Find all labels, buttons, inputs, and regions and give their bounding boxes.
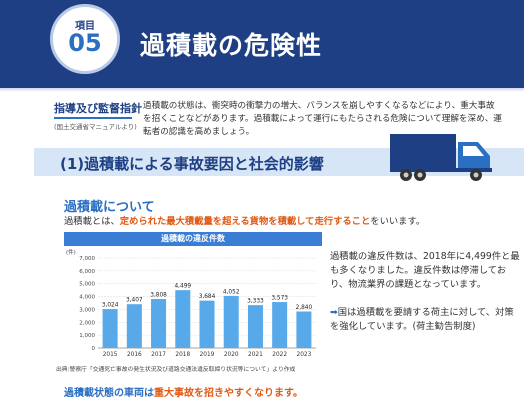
bottom-statement: 過積載状態の車両は重大事故を招きやすくなります。 — [64, 384, 303, 399]
note-bullet-text: 国は過積載を要請する荷主に対して、対策を強化しています。(荷主勧告制度) — [330, 307, 514, 332]
guideline-text: 過積載の状態は、衝突時の衝撃力の増大、バランスを崩しやすくなるなどにより、重大事… — [143, 101, 502, 137]
x-tick-label: 2020 — [224, 352, 239, 358]
bar-value-label: 3,808 — [150, 293, 167, 299]
definition-text: 過積載とは、定められた最大積載量を超える貨物を積載して走行することをいいます。 — [64, 213, 425, 227]
bar — [296, 311, 312, 348]
truck-icon — [390, 134, 492, 181]
bar-value-label: 4,052 — [223, 289, 240, 295]
bar-value-label: 2,840 — [296, 305, 313, 311]
bar — [272, 302, 288, 348]
definition-heading: 過積載について — [64, 200, 155, 215]
bar — [199, 300, 215, 348]
bar-value-label: 3,573 — [271, 296, 288, 302]
section-title: (1)過積載による事故要因と社会的影響 — [60, 155, 324, 173]
x-tick-label: 2018 — [175, 352, 190, 358]
bar — [223, 295, 239, 348]
definition-suffix: をいいます。 — [370, 216, 426, 227]
page-title: 過積載の危険性 — [140, 31, 323, 60]
badge-label: 項目 — [75, 21, 95, 32]
bar-value-label: 3,333 — [247, 299, 264, 305]
bar — [247, 305, 263, 348]
definition-prefix: 過積載とは、 — [64, 216, 120, 227]
bar — [126, 304, 142, 348]
badge-number: 05 — [68, 29, 102, 57]
y-tick-label: 1,000 — [79, 333, 95, 339]
bottom-emphasis: 重大事故を招きやすくなります。 — [154, 388, 303, 399]
bar — [175, 290, 191, 348]
guideline-title: 指導及び監督指針 — [54, 100, 142, 119]
x-tick-label: 2021 — [248, 352, 263, 358]
x-tick-label: 2017 — [151, 352, 166, 358]
bar-value-label: 3,407 — [126, 298, 143, 304]
violation-bar-chart: (件) 0 1,000 2,000 3,000 4,000 5,000 6,000 7,000 3… — [66, 248, 316, 358]
arrow-icon: ➡ — [330, 307, 338, 318]
y-tick-label: 5,000 — [79, 282, 95, 288]
x-tick-label: 2023 — [297, 352, 312, 358]
guideline-subtitle: (国土交通省マニュアルより) — [54, 123, 137, 131]
definition-emphasis: 定められた最大積載量を超える貨物を積載して走行すること — [119, 216, 371, 227]
header-divider — [0, 88, 524, 92]
chart-source: 出典:警察庁「交通死亡事故の発生状況及び道路交通法違反取締り状況等について」より… — [56, 367, 296, 373]
note-bullet: ➡国は過積載を要請する荷主に対して、対策を強化しています。(荷主勧告制度) — [330, 306, 520, 334]
x-tick-label: 2022 — [272, 352, 287, 358]
x-tick-label: 2015 — [103, 352, 118, 358]
guideline-label: 指導及び監督指針 (国土交通省マニュアルより) — [54, 100, 142, 131]
x-tick-label: 2019 — [200, 352, 215, 358]
y-tick-label: 4,000 — [79, 295, 95, 301]
bar-value-label: 3,024 — [102, 303, 119, 309]
chart-title: 過積載の違反件数 — [64, 232, 322, 246]
bar — [102, 309, 118, 348]
bar-value-label: 3,684 — [199, 294, 216, 300]
y-axis-unit: (件) — [66, 248, 76, 256]
y-tick-label: 6,000 — [79, 269, 95, 275]
bar-value-label: 4,499 — [174, 284, 191, 290]
bottom-prefix: 過積載状態の車両は — [64, 388, 154, 399]
x-tick-label: 2016 — [127, 352, 142, 358]
bar — [151, 299, 167, 348]
item-badge: 項目 05 — [50, 4, 120, 74]
y-tick-label: 2,000 — [79, 320, 95, 326]
note-text: 過積載の違反件数は、2018年に4,499件と最も多くなりました。違反件数は停滞… — [330, 251, 520, 290]
y-tick-label: 0 — [92, 346, 96, 352]
y-tick-label: 3,000 — [79, 307, 95, 313]
y-tick-label: 7,000 — [79, 256, 95, 262]
